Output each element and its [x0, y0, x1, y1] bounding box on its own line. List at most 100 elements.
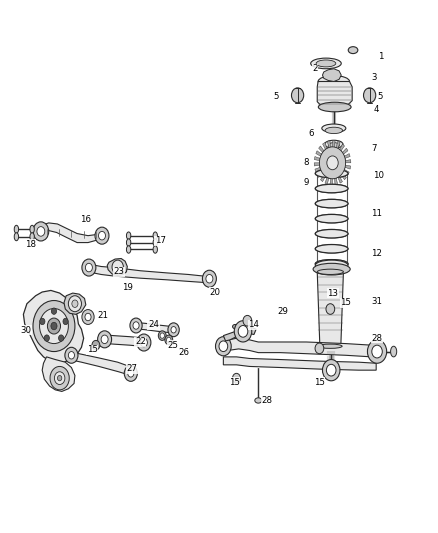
Wedge shape — [315, 163, 332, 172]
Circle shape — [68, 352, 74, 359]
Ellipse shape — [127, 232, 131, 239]
Circle shape — [39, 309, 68, 344]
Wedge shape — [320, 156, 332, 163]
Circle shape — [168, 323, 179, 337]
Text: 28: 28 — [261, 396, 272, 405]
Text: 20: 20 — [209, 287, 220, 296]
Text: 26: 26 — [179, 348, 190, 357]
Wedge shape — [325, 163, 332, 184]
Wedge shape — [319, 146, 332, 163]
Ellipse shape — [315, 214, 348, 223]
Text: 10: 10 — [373, 171, 384, 180]
Ellipse shape — [325, 127, 343, 134]
Wedge shape — [324, 149, 332, 163]
Ellipse shape — [255, 398, 262, 403]
Ellipse shape — [315, 260, 348, 268]
Circle shape — [128, 369, 134, 377]
Circle shape — [33, 222, 49, 241]
Text: 15: 15 — [229, 378, 240, 387]
Text: 25: 25 — [168, 341, 179, 350]
Wedge shape — [332, 154, 344, 163]
Polygon shape — [23, 290, 84, 364]
Wedge shape — [321, 163, 332, 182]
Wedge shape — [332, 154, 350, 163]
Wedge shape — [332, 141, 340, 163]
Wedge shape — [332, 144, 345, 163]
Ellipse shape — [127, 239, 131, 246]
Ellipse shape — [315, 199, 348, 208]
Circle shape — [65, 348, 78, 364]
Ellipse shape — [315, 184, 348, 193]
Polygon shape — [107, 259, 127, 276]
Circle shape — [124, 366, 138, 381]
Text: 27: 27 — [126, 364, 137, 373]
Polygon shape — [317, 82, 352, 107]
Circle shape — [112, 260, 124, 274]
Wedge shape — [332, 163, 351, 169]
Polygon shape — [223, 357, 376, 370]
Wedge shape — [327, 148, 332, 163]
Wedge shape — [320, 163, 332, 167]
Text: 5: 5 — [378, 92, 383, 101]
Circle shape — [54, 372, 65, 384]
Text: 3: 3 — [371, 73, 377, 82]
Circle shape — [372, 345, 382, 358]
Circle shape — [37, 227, 45, 236]
Circle shape — [51, 308, 57, 314]
Wedge shape — [332, 163, 346, 165]
Polygon shape — [42, 357, 75, 391]
Text: 15: 15 — [340, 298, 351, 307]
Text: 29: 29 — [277, 307, 288, 316]
Circle shape — [291, 88, 304, 103]
Text: 13: 13 — [327, 288, 338, 297]
Text: 16: 16 — [80, 215, 92, 224]
Wedge shape — [332, 163, 343, 183]
Text: 17: 17 — [155, 237, 166, 246]
Circle shape — [367, 340, 387, 364]
Wedge shape — [323, 142, 332, 163]
Circle shape — [243, 316, 252, 326]
Ellipse shape — [315, 245, 348, 253]
Circle shape — [47, 318, 60, 334]
Ellipse shape — [313, 263, 350, 275]
Circle shape — [68, 296, 81, 312]
Wedge shape — [331, 147, 332, 163]
Ellipse shape — [391, 346, 397, 357]
Circle shape — [326, 304, 335, 314]
Circle shape — [215, 337, 231, 356]
Circle shape — [82, 310, 94, 325]
Ellipse shape — [318, 102, 351, 112]
Wedge shape — [332, 160, 351, 163]
Text: 9: 9 — [304, 178, 309, 187]
Wedge shape — [332, 163, 349, 175]
Wedge shape — [332, 141, 335, 163]
Text: 24: 24 — [148, 320, 159, 329]
Ellipse shape — [315, 260, 348, 268]
Circle shape — [141, 338, 148, 347]
Circle shape — [85, 263, 92, 272]
Polygon shape — [67, 352, 134, 375]
Circle shape — [171, 327, 176, 333]
Text: 18: 18 — [25, 240, 36, 249]
Text: 1: 1 — [378, 52, 383, 61]
Wedge shape — [332, 163, 338, 178]
Circle shape — [322, 360, 340, 381]
Wedge shape — [332, 148, 339, 163]
Circle shape — [364, 88, 376, 103]
Wedge shape — [314, 157, 332, 163]
Wedge shape — [332, 163, 334, 179]
Ellipse shape — [315, 230, 348, 238]
Polygon shape — [317, 272, 343, 346]
Text: 14: 14 — [248, 320, 259, 329]
Ellipse shape — [153, 239, 157, 246]
Circle shape — [319, 147, 346, 179]
Circle shape — [166, 337, 171, 343]
Wedge shape — [317, 163, 332, 177]
Ellipse shape — [14, 225, 18, 233]
Text: 28: 28 — [371, 334, 382, 343]
Ellipse shape — [165, 335, 173, 345]
Ellipse shape — [315, 230, 348, 238]
Ellipse shape — [316, 60, 336, 67]
Ellipse shape — [348, 47, 358, 54]
Circle shape — [219, 341, 228, 352]
